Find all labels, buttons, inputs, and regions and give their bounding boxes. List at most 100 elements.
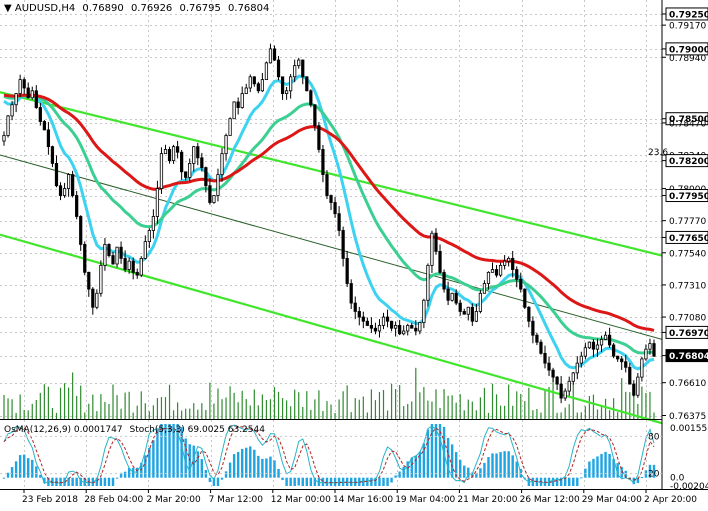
candle-body xyxy=(30,90,34,99)
indicator-window[interactable] xyxy=(2,424,656,486)
candle-body xyxy=(135,271,139,276)
candle-body xyxy=(240,93,244,108)
time-tick-label: 19 Mar 04:00 xyxy=(395,495,455,505)
candle-body xyxy=(208,185,212,203)
candle-body xyxy=(212,195,216,203)
candle-body xyxy=(628,366,632,385)
osma-bar xyxy=(148,447,151,478)
candle-body xyxy=(632,383,636,396)
time-axis[interactable]: 23 Feb 2018 28 Feb 04:00 2 Mar 20:00 7 Mar … xyxy=(22,489,697,505)
price-tick-label: 0.76610 xyxy=(669,379,706,389)
candle-body xyxy=(248,76,252,89)
ema-mid-line xyxy=(3,94,655,355)
osma-bar xyxy=(438,424,442,478)
osma-tick-label: -0.00204 xyxy=(670,482,708,492)
candle-body xyxy=(591,341,596,350)
osma-bar xyxy=(333,477,337,486)
candle-body xyxy=(470,306,474,322)
osma-bar xyxy=(555,477,559,486)
channel-upper-line[interactable] xyxy=(0,91,663,257)
price-candles[interactable] xyxy=(2,43,656,404)
time-tick-label: 2 Apr 20:00 xyxy=(644,495,697,505)
osma-bar xyxy=(325,477,329,486)
candle-body xyxy=(365,320,369,326)
candle-body xyxy=(204,167,208,187)
level-price-box xyxy=(665,154,708,168)
candle-body xyxy=(180,151,184,173)
fib-level-note: 23.6 xyxy=(648,148,668,158)
osma-bar xyxy=(576,477,579,486)
osma-tick-label: 0.00155 xyxy=(670,424,707,434)
osma-bar xyxy=(402,466,405,478)
osma-bar xyxy=(414,455,418,478)
osma-bar xyxy=(479,468,482,478)
candle-body xyxy=(329,195,333,203)
osma-bar xyxy=(600,453,603,478)
candle-body xyxy=(353,302,357,312)
osma-bar xyxy=(588,461,591,478)
osma-bar xyxy=(245,447,248,478)
candle-body xyxy=(220,153,224,175)
candle-body xyxy=(272,48,277,61)
candle-body xyxy=(398,325,402,335)
candle-body xyxy=(406,325,410,332)
stoch-level-label: 20 xyxy=(648,470,660,480)
candle-body xyxy=(62,188,67,196)
candle-body xyxy=(111,255,115,265)
osma-bar xyxy=(370,477,373,486)
candle-body xyxy=(478,292,483,312)
osma-bar xyxy=(616,463,619,478)
candle-body xyxy=(305,76,309,92)
current-price-box xyxy=(665,349,708,363)
level-price-label: 0.79250 xyxy=(669,10,708,20)
osma-bar xyxy=(563,477,567,486)
candle-body xyxy=(131,260,135,273)
time-tick-label: 14 Mar 16:00 xyxy=(333,495,393,505)
moving-averages xyxy=(3,74,655,371)
candle-body xyxy=(531,320,535,336)
osma-bar xyxy=(79,477,82,486)
candle-body xyxy=(539,341,543,354)
candle-body xyxy=(515,269,519,280)
candle-body xyxy=(75,195,79,217)
channel-lower-line[interactable] xyxy=(0,233,663,425)
candle-body xyxy=(454,292,458,304)
candle-body xyxy=(607,334,612,346)
osma-bar xyxy=(386,477,389,486)
candle-body xyxy=(595,344,600,350)
osma-bar xyxy=(152,440,155,478)
candle-body xyxy=(410,325,414,329)
candle-body xyxy=(91,288,95,308)
candle-body xyxy=(422,299,426,324)
candle-body xyxy=(289,76,293,92)
candle-body xyxy=(547,362,551,371)
osma-bar xyxy=(652,464,656,478)
osma-bar xyxy=(156,429,159,478)
candle-body xyxy=(301,59,305,78)
osma-bar xyxy=(301,477,304,486)
time-tick-label: 26 Mar 12:00 xyxy=(520,495,580,505)
osma-bar xyxy=(123,471,127,478)
candle-body xyxy=(293,65,297,78)
candle-body xyxy=(349,283,353,304)
osma-bar xyxy=(273,460,276,478)
candle-body xyxy=(163,149,168,155)
level-price-box xyxy=(665,189,708,203)
osma-bar xyxy=(523,477,527,479)
osma-bar xyxy=(406,461,409,478)
time-tick-label: 12 Mar 00:00 xyxy=(271,495,331,505)
candle-body xyxy=(414,327,418,332)
candle-body xyxy=(232,101,236,120)
osma-tick-label: 0.0 xyxy=(670,474,685,484)
osma-bar xyxy=(164,424,167,478)
indicator-header: OsMA(12,26,9) 0.0001747 Stoch(5,3,3) 69.… xyxy=(4,425,265,435)
osma-bar xyxy=(289,477,292,486)
candle-body xyxy=(115,246,119,265)
candle-body xyxy=(587,341,592,349)
candle-body xyxy=(357,311,361,318)
level-price-label: 0.77650 xyxy=(669,234,708,244)
osma-bar xyxy=(309,477,313,486)
candle-body xyxy=(511,257,515,270)
